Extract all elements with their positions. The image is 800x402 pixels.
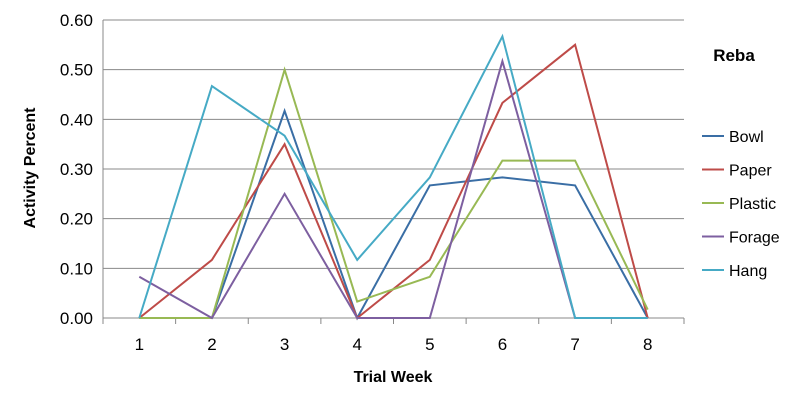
x-tick-labels: 1 2 3 4 5 6 7 8 bbox=[135, 335, 653, 354]
y-tick-label: 0.40 bbox=[60, 110, 93, 129]
x-tick-label: 7 bbox=[570, 335, 579, 354]
x-tick-label: 4 bbox=[352, 335, 361, 354]
legend-label-paper: Paper bbox=[729, 163, 772, 180]
legend-label-plastic: Plastic bbox=[729, 196, 776, 213]
series-line-paper bbox=[138, 43, 649, 320]
x-tick-label: 1 bbox=[135, 335, 144, 354]
y-tick-label: 0.60 bbox=[60, 11, 93, 30]
x-axis-title: Trial Week bbox=[354, 369, 433, 386]
x-tick-label: 3 bbox=[280, 335, 289, 354]
series-lines bbox=[138, 33, 649, 321]
y-tick-label: 0.50 bbox=[60, 61, 93, 80]
y-tick-label: 0.30 bbox=[60, 160, 93, 179]
legend-title: Reba bbox=[713, 46, 755, 65]
x-tick-label: 8 bbox=[643, 335, 652, 354]
series-line-forage bbox=[138, 57, 648, 320]
y-axis-title: Activity Percent bbox=[22, 107, 39, 229]
legend-label-forage: Forage bbox=[729, 230, 780, 247]
legend: Bowl Paper Plastic Forage Hang bbox=[702, 129, 780, 280]
series-line-bowl bbox=[139, 107, 649, 321]
y-tick-labels: 0.00 0.10 0.20 0.30 0.40 0.50 0.60 bbox=[60, 11, 93, 328]
y-tick-label: 0.00 bbox=[60, 309, 93, 328]
legend-label-bowl: Bowl bbox=[729, 129, 764, 146]
legend-label-hang: Hang bbox=[729, 263, 767, 280]
x-tick-label: 6 bbox=[498, 335, 507, 354]
gridlines bbox=[103, 19, 684, 319]
series-line-hang bbox=[138, 33, 648, 319]
y-tick-label: 0.10 bbox=[60, 259, 93, 278]
x-tick-label: 5 bbox=[425, 335, 434, 354]
y-tick-label: 0.20 bbox=[60, 210, 93, 229]
x-tick-label: 2 bbox=[207, 335, 216, 354]
series-line-plastic bbox=[139, 66, 649, 319]
